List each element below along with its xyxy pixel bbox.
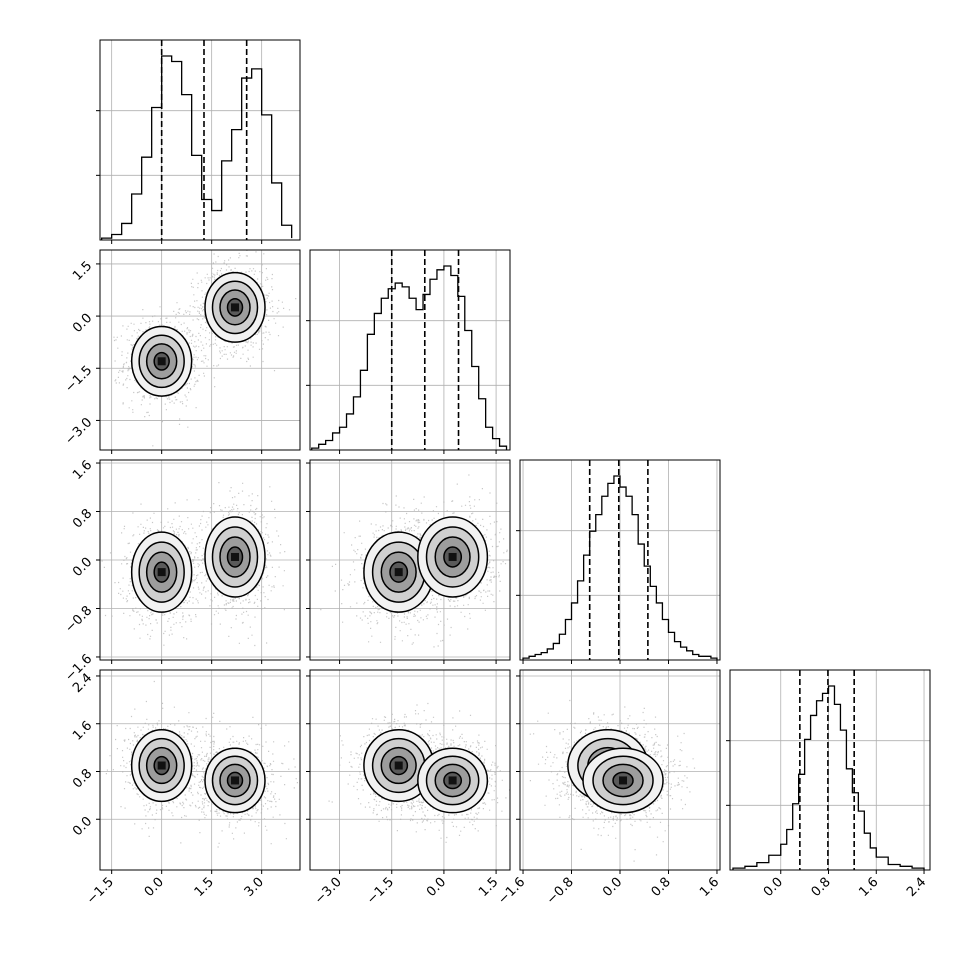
y-tick-label: 0.0 [70, 555, 95, 580]
x-tick-label: 2.4 [904, 875, 929, 900]
density-peak [448, 552, 457, 561]
x-tick-label: 3.0 [242, 875, 267, 900]
y-tick-label: 0.0 [70, 311, 95, 336]
scatter-dots [113, 250, 297, 447]
x-tick-label: −1.5 [364, 875, 397, 908]
x-tick-label: −3.0 [312, 875, 345, 908]
density-peak [448, 776, 457, 785]
density-contours [567, 728, 664, 814]
x-tick-label: 0.0 [761, 875, 786, 900]
density-peak [231, 776, 239, 785]
panels-layer: −3.0 −1.5 0.0 1.5 −1.6 −0.8 0.0 0.8 1.6 −1.5 0.0 1.… [62, 39, 931, 908]
panel-frame [729, 669, 931, 871]
panel-3-1: −3.0 −1.5 0.0 1.5 [306, 669, 511, 908]
density-contours [363, 516, 489, 613]
x-tick-label: 1.6 [697, 875, 722, 900]
histogram-line [101, 55, 293, 240]
x-tick-label: 0.8 [649, 875, 674, 900]
panel-3-0: −1.5 0.0 1.5 3.00.00.81.62.4 [70, 669, 301, 908]
x-tick-label: 0.0 [142, 875, 167, 900]
x-tick-label: −0.8 [544, 875, 577, 908]
density-peak [157, 568, 166, 577]
density-peak [157, 357, 166, 366]
density-peak [394, 568, 403, 577]
y-tick-label: 1.6 [70, 718, 95, 743]
panel-2-1 [306, 459, 511, 664]
panel-1-0: −3.0 −1.5 0.0 1.5 [62, 249, 301, 454]
panel-frame [309, 249, 511, 451]
y-tick-label: 0.8 [70, 766, 95, 791]
density-peak [619, 776, 628, 785]
density-contours [130, 516, 266, 613]
x-tick-label: 1.6 [856, 875, 881, 900]
density-contours [130, 728, 266, 814]
y-tick-label: −1.5 [62, 363, 95, 396]
hist-panel-0 [96, 39, 301, 244]
scatter-points [113, 250, 297, 447]
panel-2-0: −1.6−0.80.00.81.6 [62, 458, 301, 685]
hist-panel-2 [516, 459, 721, 664]
density-peak [231, 303, 239, 312]
x-tick-label: 0.0 [600, 875, 625, 900]
panel-frame [99, 39, 301, 241]
histogram-line [311, 265, 508, 450]
hist-panel-1 [306, 249, 511, 454]
y-tick-label: 0.8 [70, 506, 95, 531]
x-tick-label: 0.0 [424, 875, 449, 900]
x-tick-label: 0.8 [809, 875, 834, 900]
y-tick-label: −3.0 [62, 415, 95, 448]
hist-panel-3: 0.0 0.8 1.6 2.4 [726, 669, 931, 900]
x-tick-label: −1.6 [495, 875, 528, 908]
density-peak [231, 552, 239, 561]
panel-frame [99, 249, 301, 451]
y-tick-label: −0.8 [62, 603, 95, 636]
y-tick-label: 1.5 [70, 259, 95, 284]
panel-frame [99, 669, 301, 871]
density-peak [394, 761, 403, 770]
y-tick-label: 1.6 [70, 458, 95, 483]
density-contours [363, 728, 489, 814]
density-peak [157, 761, 166, 770]
y-tick-label: 0.0 [70, 814, 95, 839]
histogram-line [522, 475, 718, 660]
panel-3-2: −1.6 −0.8 0.0 0.8 1.6 [495, 669, 722, 908]
density-contours [130, 271, 266, 397]
x-tick-label: 1.5 [192, 875, 217, 900]
x-tick-label: −1.5 [84, 875, 117, 908]
panel-frame [309, 669, 511, 871]
